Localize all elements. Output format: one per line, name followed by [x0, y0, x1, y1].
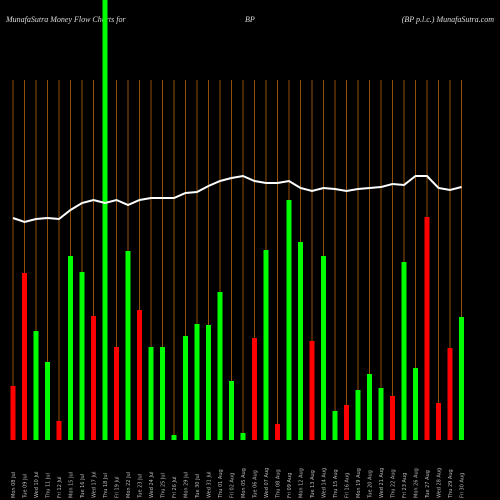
bar: [22, 273, 27, 440]
chart-source: (BP p.l.c.) MunafaSutra.com: [402, 15, 495, 24]
bar: [160, 347, 165, 440]
x-tick-label: Thu 22 Aug: [391, 469, 397, 499]
bar: [183, 336, 188, 440]
bar: [378, 388, 384, 440]
bar: [367, 374, 372, 440]
x-tick-label: Wed 24 Jul: [149, 472, 155, 498]
bar: [298, 242, 303, 440]
x-tick-label: Fri 12 Jul: [57, 476, 63, 498]
bar: [332, 411, 338, 440]
x-tick-label: Thu 15 Aug: [333, 469, 339, 499]
x-tick-label: Fri 16 Aug: [345, 473, 351, 498]
chart-subtitle: BP: [245, 15, 255, 24]
bar: [309, 341, 315, 440]
x-tick-label: Mon 26 Aug: [414, 468, 420, 498]
bar: [45, 362, 50, 440]
x-tick-label: Thu 25 Jul: [161, 473, 167, 499]
bar: [413, 368, 418, 440]
x-tick-label: Fri 02 Aug: [230, 473, 236, 498]
bar: [10, 386, 16, 440]
x-tick-label: Tue 27 Aug: [425, 470, 431, 499]
x-tick-label: Thu 01 Aug: [218, 469, 224, 499]
x-tick-label: Fri 23 Aug: [402, 473, 408, 498]
x-tick-label: Wed 14 Aug: [322, 468, 328, 498]
bar: [229, 381, 234, 440]
bar: [137, 310, 142, 440]
x-tick-label: Mon 15 Jul: [69, 472, 75, 498]
bar: [33, 331, 39, 440]
bar: [286, 200, 292, 440]
x-tick-label: Tue 09 Jul: [23, 474, 29, 499]
bar: [68, 256, 73, 440]
bar: [171, 435, 177, 440]
x-tick-label: Tue 20 Aug: [368, 470, 374, 499]
x-tick-label: Tue 06 Aug: [253, 470, 259, 499]
bar: [424, 217, 430, 440]
bar: [263, 250, 269, 440]
x-tick-label: Tue 23 Jul: [138, 474, 144, 499]
x-tick-label: Thu 29 Aug: [448, 469, 454, 499]
bar: [355, 390, 361, 440]
x-tick-label: Wed 10 Jul: [34, 472, 40, 498]
x-tick-label: Mon 12 Aug: [299, 468, 305, 498]
bar: [102, 0, 108, 440]
bar: [447, 348, 453, 440]
x-tick-label: Thu 11 Jul: [46, 473, 52, 499]
bar: [459, 317, 464, 440]
bar: [56, 421, 62, 440]
x-tick-label: Wed 07 Aug: [264, 468, 270, 498]
x-tick-label: Wed 28 Aug: [437, 468, 443, 498]
bar: [125, 251, 131, 440]
bar: [436, 403, 441, 440]
bar: [91, 316, 96, 440]
bar: [401, 262, 407, 440]
x-tick-label: Wed 21 Aug: [379, 468, 385, 498]
x-tick-label: Mon 05 Aug: [241, 468, 247, 498]
x-tick-label: Mon 19 Aug: [356, 468, 362, 498]
x-tick-label: Tue 16 Jul: [80, 474, 86, 499]
x-tick-label: Wed 17 Jul: [92, 472, 98, 498]
bar: [240, 433, 246, 440]
bar: [344, 405, 349, 440]
x-tick-label: Wed 31 Jul: [207, 472, 213, 498]
bar: [194, 324, 200, 440]
x-tick-label: Fri 30 Aug: [460, 473, 466, 498]
bar: [79, 272, 85, 440]
x-tick-label: Fri 19 Jul: [115, 476, 121, 498]
x-tick-label: Tue 13 Aug: [310, 470, 316, 499]
price-line: [12, 174, 462, 224]
x-tick-label: Mon 22 Jul: [126, 472, 132, 498]
bar: [206, 325, 211, 440]
x-tick-label: Mon 29 Jul: [184, 472, 190, 498]
bar: [275, 424, 280, 440]
bar: [148, 347, 154, 440]
x-tick-label: Fri 26 Jul: [172, 476, 178, 498]
bar: [252, 338, 257, 440]
bar: [321, 256, 326, 440]
x-tick-label: Mon 08 Jul: [11, 472, 17, 498]
bar: [390, 396, 395, 440]
x-tick-label: Tue 30 Jul: [195, 474, 201, 499]
x-tick-label: Thu 18 Jul: [103, 473, 109, 499]
bar: [114, 347, 119, 440]
x-tick-label: Fri 09 Aug: [287, 473, 293, 498]
bar: [217, 292, 223, 440]
chart-title: MunafaSutra Money Flow Charts for: [5, 15, 126, 24]
x-tick-label: Thu 08 Aug: [276, 469, 282, 499]
